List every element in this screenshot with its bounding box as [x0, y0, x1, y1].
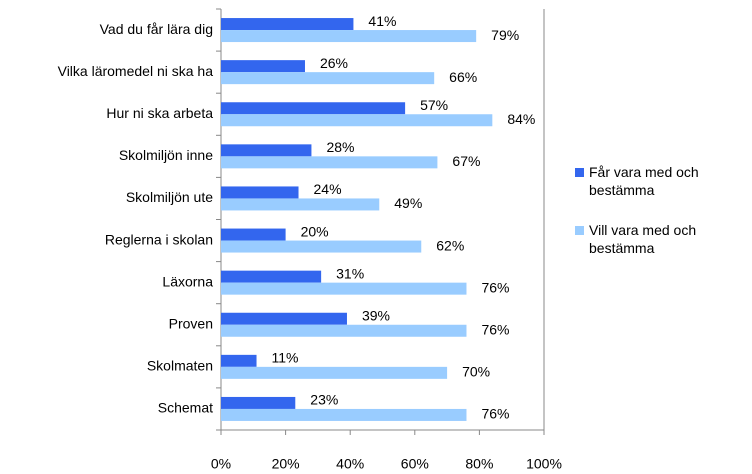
bar — [221, 366, 448, 379]
bar — [221, 198, 380, 211]
bar — [221, 282, 467, 295]
x-tick-label: 20% — [272, 456, 300, 472]
bar — [221, 30, 477, 43]
bar — [221, 408, 467, 421]
bar — [221, 312, 347, 325]
y-tick-label: Schemat — [158, 400, 213, 416]
legend-label: Vill vara med och bestämma — [589, 222, 697, 256]
legend-label: Får vara med och bestämma — [589, 164, 699, 198]
bar — [221, 228, 286, 241]
data-label: 31% — [336, 265, 364, 281]
y-tick-label: Reglerna i skolan — [105, 231, 213, 247]
data-label: 84% — [507, 111, 535, 127]
y-tick-label: Proven — [169, 315, 213, 331]
y-tick-label: Vad du får lära dig — [100, 21, 213, 37]
bar — [221, 60, 305, 73]
x-tick-label: 60% — [401, 456, 429, 472]
bar — [221, 396, 296, 409]
legend-item: Får vara med och bestämma — [575, 163, 749, 199]
data-label: 24% — [314, 181, 342, 197]
x-tick-label: 80% — [465, 456, 493, 472]
bar — [221, 354, 257, 367]
y-tick-label: Läxorna — [162, 273, 213, 289]
y-tick-label: Skolmiljön ute — [126, 189, 213, 205]
y-tick-label: Vilka läromedel ni ska ha — [58, 63, 214, 79]
x-tick-label: 100% — [526, 456, 562, 472]
y-tick-label: Skolmaten — [147, 358, 213, 374]
data-label: 76% — [481, 406, 509, 422]
bar — [221, 102, 406, 115]
legend-item: Vill vara med och bestämma — [575, 221, 749, 257]
bar — [221, 186, 299, 199]
x-tick-label: 40% — [336, 456, 364, 472]
data-label: 49% — [394, 195, 422, 211]
y-tick-label: Hur ni ska arbeta — [106, 105, 213, 121]
data-label: 76% — [481, 279, 509, 295]
data-label: 66% — [449, 69, 477, 85]
bar — [221, 324, 467, 337]
data-label: 79% — [491, 27, 519, 43]
y-tick-label: Skolmiljön inne — [119, 147, 213, 163]
bar — [221, 240, 422, 253]
data-label: 76% — [481, 321, 509, 337]
data-label: 20% — [301, 223, 329, 239]
data-label: 57% — [420, 97, 448, 113]
bar — [221, 72, 435, 85]
legend-swatch — [575, 168, 584, 177]
bar — [221, 144, 312, 157]
data-label: 28% — [326, 139, 354, 155]
data-label: 67% — [452, 153, 480, 169]
bar — [221, 114, 493, 127]
data-label: 41% — [368, 13, 396, 29]
bar — [221, 156, 438, 169]
bar — [221, 18, 354, 31]
legend-swatch — [575, 226, 584, 235]
data-label: 23% — [310, 392, 338, 408]
bar — [221, 270, 322, 283]
data-label: 39% — [362, 307, 390, 323]
x-tick-label: 0% — [211, 456, 231, 472]
data-label: 11% — [272, 350, 299, 366]
data-label: 70% — [462, 364, 490, 380]
data-label: 62% — [436, 237, 464, 253]
data-label: 26% — [320, 55, 348, 71]
